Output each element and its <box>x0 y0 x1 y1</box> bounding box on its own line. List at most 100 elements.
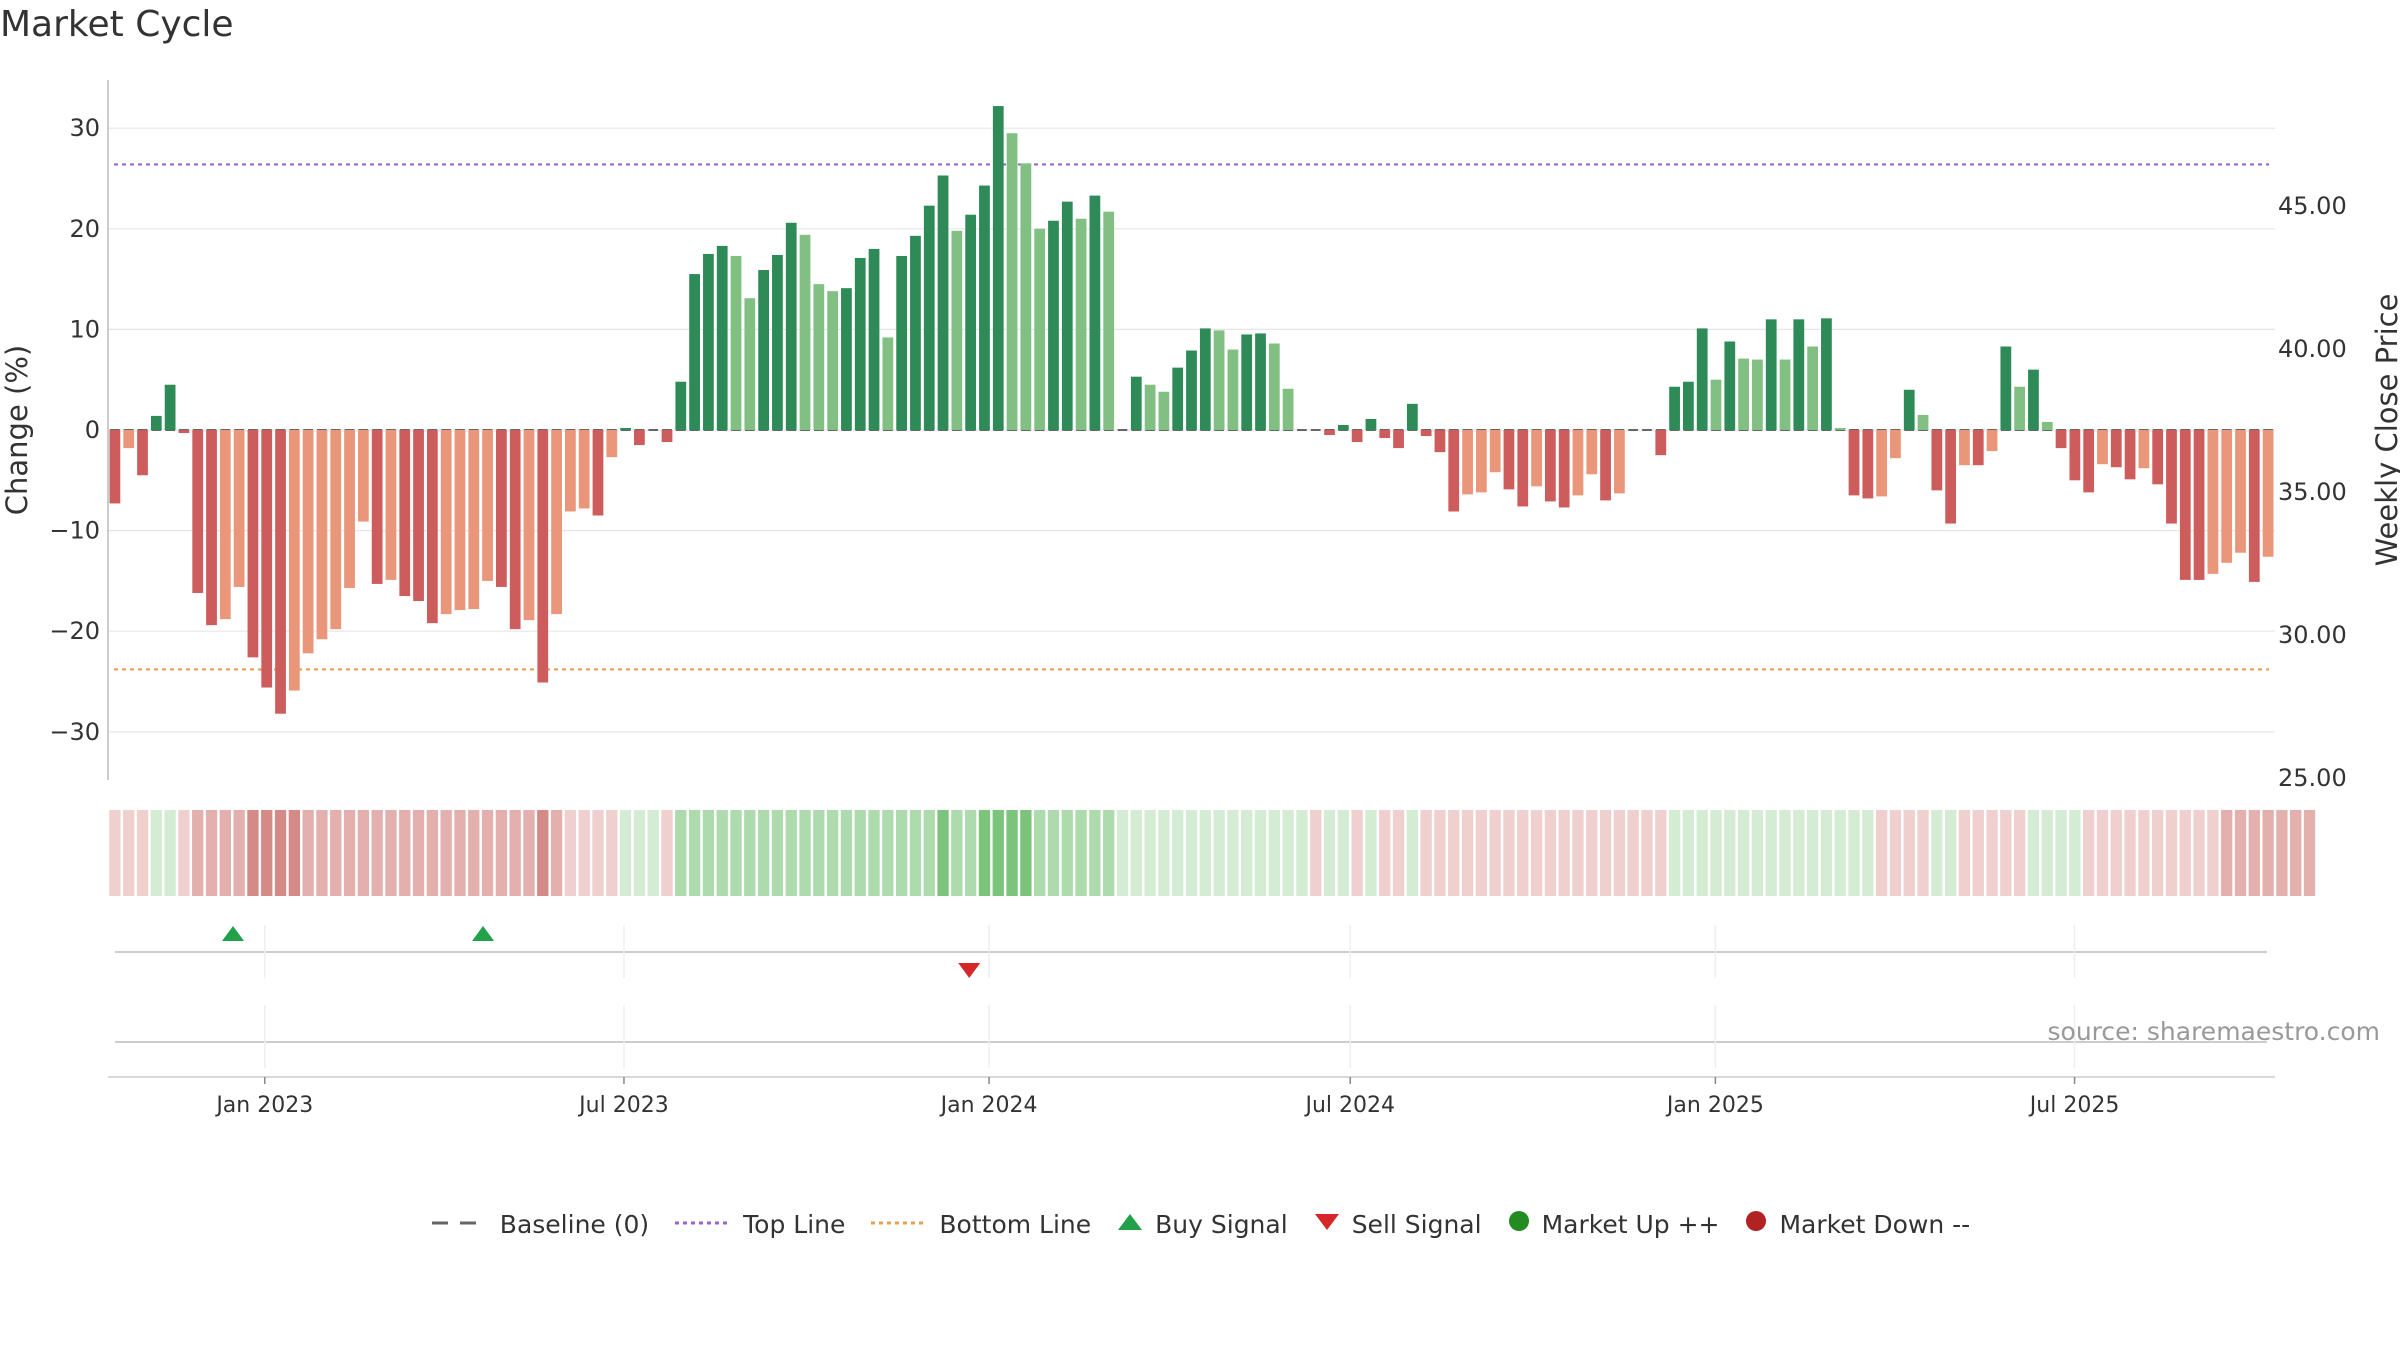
change-bar <box>951 230 963 430</box>
regime-cell <box>2013 810 2026 896</box>
change-bar <box>1006 133 1018 431</box>
regime-cell <box>1779 810 1791 896</box>
regime-cell <box>854 810 866 896</box>
regime-cell <box>274 810 287 896</box>
change-bar <box>523 430 535 621</box>
change-bar <box>1862 430 1874 499</box>
regime-cell <box>454 810 466 896</box>
y-tick-label: −10 <box>49 517 100 545</box>
date-tick-label: Jul 2023 <box>577 1093 669 1118</box>
regime-cell <box>440 810 452 896</box>
change-bar <box>1337 424 1349 430</box>
y-right-tick-label: 40.00 <box>2278 335 2347 363</box>
date-tick-label: Jan 2025 <box>1665 1093 1764 1118</box>
change-bar <box>1890 430 1901 459</box>
regime-cell <box>578 810 590 896</box>
change-bar <box>206 430 217 626</box>
regime-cell <box>868 810 880 896</box>
change-bar <box>841 288 852 430</box>
change-bar <box>2083 430 2095 493</box>
regime-cell <box>1862 810 1874 896</box>
regime-cell <box>1116 810 1129 896</box>
regime-cell <box>1986 810 1998 896</box>
regime-cell <box>2069 810 2081 896</box>
regime-cell <box>909 810 922 896</box>
regime-cell <box>1047 810 1060 896</box>
change-bar <box>979 185 990 430</box>
regime-cell <box>1641 810 1653 896</box>
change-bar <box>1379 430 1391 439</box>
change-bar <box>109 430 121 504</box>
regime-heat-strip <box>109 810 2316 896</box>
regime-cell <box>371 810 383 896</box>
change-bar <box>1959 430 1970 466</box>
regime-cell <box>2262 810 2274 896</box>
legend-label: Market Down -- <box>1779 1209 1971 1239</box>
change-bar <box>1420 430 1432 437</box>
change-bar <box>1034 228 1046 430</box>
regime-cell <box>2290 810 2302 896</box>
change-bar <box>2041 421 2053 430</box>
regime-cell <box>1323 810 1336 896</box>
regime-cell <box>1227 810 1239 896</box>
regime-cell <box>1006 810 1018 896</box>
regime-cell <box>1406 810 1418 896</box>
regime-cell <box>1461 810 1474 896</box>
regime-cell <box>2041 810 2053 896</box>
date-tick-label: Jul 2025 <box>2028 1093 2120 1118</box>
legend-label: Market Up ++ <box>1541 1209 1720 1239</box>
change-bar <box>1172 367 1184 430</box>
regime-cell <box>647 810 659 896</box>
change-bar <box>799 234 811 430</box>
dash-line-icon <box>430 1210 490 1239</box>
regime-cell <box>757 810 770 896</box>
change-bar <box>261 430 273 688</box>
regime-cell <box>1379 810 1391 896</box>
regime-cell <box>965 810 977 896</box>
legend-label: Top Line <box>743 1209 846 1239</box>
regime-cell <box>150 810 162 896</box>
change-bar <box>1669 386 1680 430</box>
change-bar <box>1255 333 1266 430</box>
regime-cell <box>343 810 356 896</box>
regime-cell <box>882 810 894 896</box>
change-bar <box>1213 330 1225 430</box>
regime-cell <box>564 810 577 896</box>
change-bar <box>1365 418 1377 430</box>
regime-cell <box>840 810 853 896</box>
regime-cell <box>1834 810 1846 896</box>
regime-cell <box>716 810 728 896</box>
change-bar <box>316 430 328 640</box>
regime-cell <box>799 810 811 896</box>
regime-cell <box>1365 810 1377 896</box>
buy-signal-marker <box>222 926 245 941</box>
change-bar <box>1158 391 1170 430</box>
regime-cell <box>1655 810 1667 896</box>
change-bar <box>730 255 742 430</box>
regime-cell <box>1185 810 1198 896</box>
regime-cell <box>923 810 935 896</box>
change-bar <box>2124 430 2136 480</box>
change-bar <box>1227 349 1239 430</box>
regime-cell <box>316 810 328 896</box>
change-bar <box>1931 430 1943 491</box>
regime-cell <box>2221 810 2233 896</box>
change-bar <box>1765 319 1777 430</box>
regime-cell <box>1613 810 1626 896</box>
regime-cell <box>2083 810 2095 896</box>
change-bar <box>937 175 949 430</box>
regime-cell <box>495 810 508 896</box>
change-bar <box>1393 430 1404 449</box>
regime-cell <box>1310 810 1322 896</box>
regime-cell <box>1682 810 1695 896</box>
regime-cell <box>537 810 549 896</box>
change-bar <box>965 214 977 430</box>
change-bar <box>827 291 839 430</box>
regime-cell <box>1489 810 1501 896</box>
change-bar <box>413 430 424 602</box>
regime-cell <box>357 810 370 896</box>
regime-cell <box>2152 810 2164 896</box>
regime-cell <box>399 810 411 896</box>
regime-cell <box>2303 810 2316 896</box>
regime-cell <box>509 810 521 896</box>
